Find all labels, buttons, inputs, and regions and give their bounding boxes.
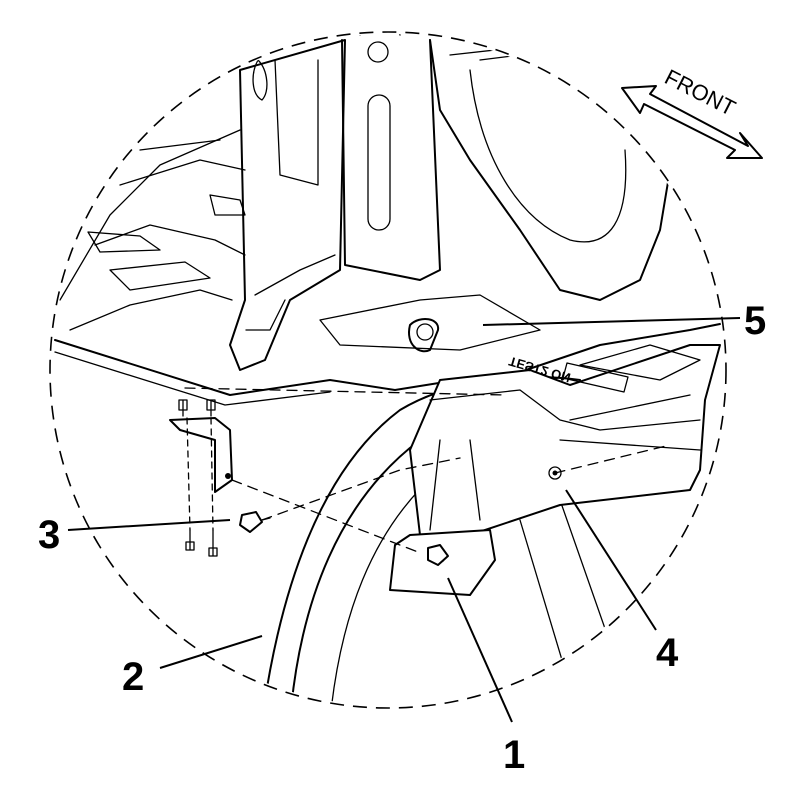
fastener-hole [548,466,562,480]
callout-1: 1 [503,733,525,777]
vehicle-structure: TEST2 ON [54,34,724,706]
door-opening-frame [429,39,671,301]
leader-line-5 [482,317,741,326]
callout-2: 2 [122,655,144,699]
leader-line-2 [159,635,263,669]
detail-view-circle [49,31,727,709]
callout-4: 4 [656,631,679,675]
mounting-bracket [169,417,233,493]
callout-5: 5 [744,299,766,343]
leader-line-1 [447,577,513,723]
direction-indicator: FRONT [621,64,763,159]
bolt-group [178,399,449,566]
leader-line-3 [67,519,231,531]
center-pillar [229,39,346,371]
mud-flap [389,529,496,596]
callout-3: 3 [38,513,60,557]
leader-line-4 [565,489,657,631]
direction-arrow-icon [621,85,763,159]
